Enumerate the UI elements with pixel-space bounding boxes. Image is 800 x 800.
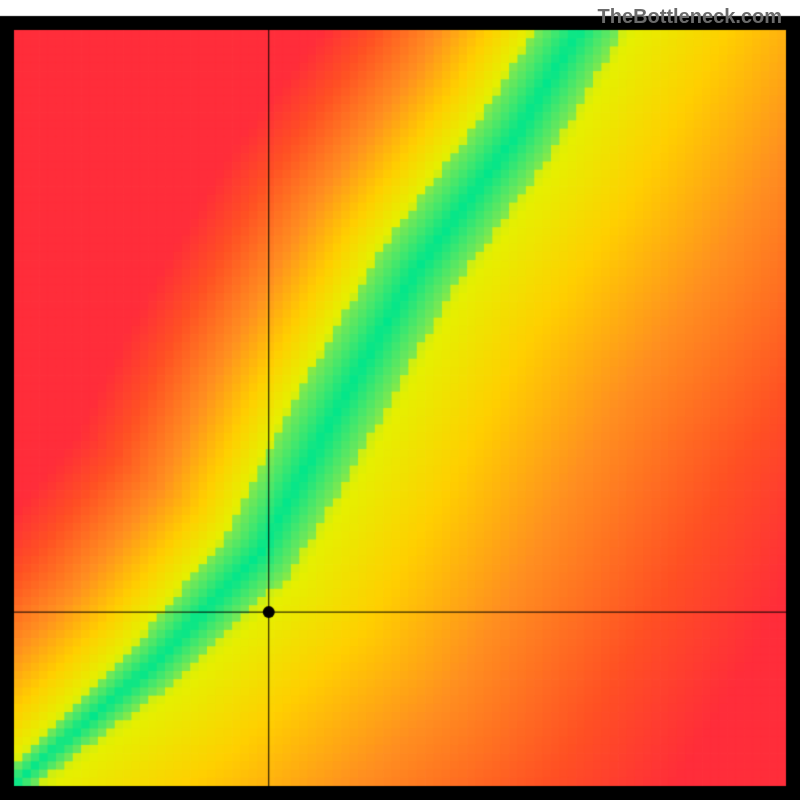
watermark-text: TheBottleneck.com [598, 6, 782, 29]
chart-container: TheBottleneck.com [0, 0, 800, 800]
heatmap-canvas [0, 0, 800, 800]
